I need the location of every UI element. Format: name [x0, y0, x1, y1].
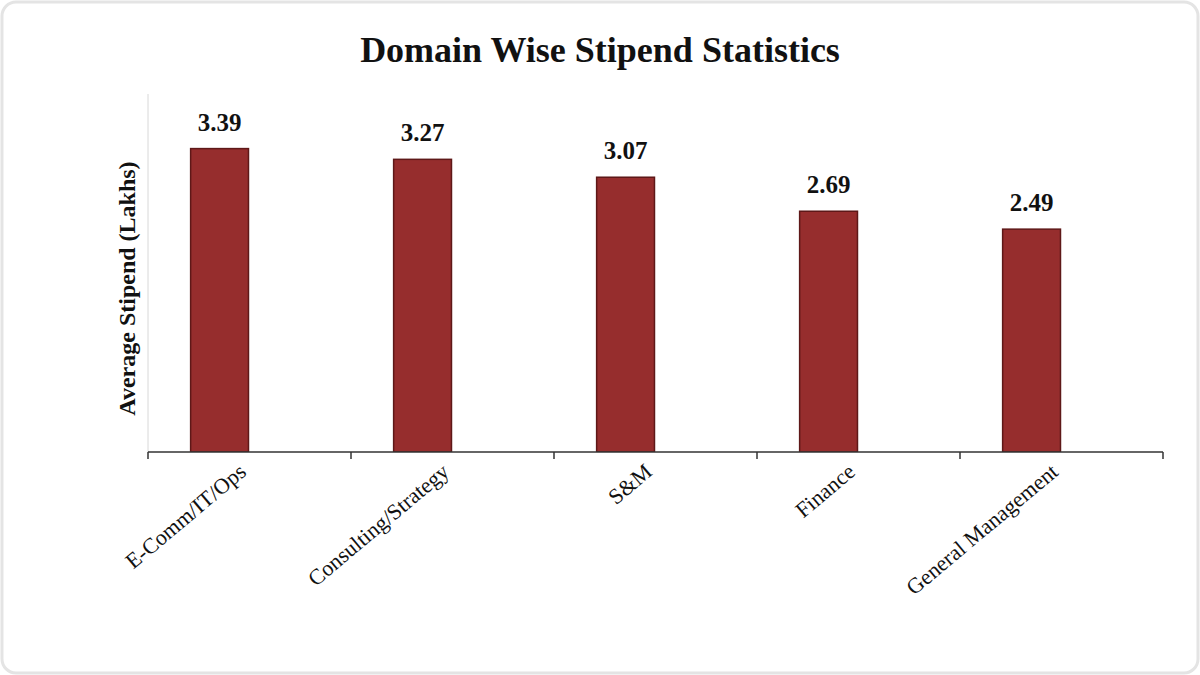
data-label: 3.27: [401, 119, 445, 146]
chart: Domain Wise Stipend Statistics Average St…: [0, 0, 1200, 675]
category-label: General Management: [901, 459, 1063, 600]
bars: [191, 149, 1061, 452]
y-axis-line: [148, 94, 149, 452]
category-separator: [350, 452, 352, 459]
data-label: 2.69: [807, 171, 851, 198]
category-separator: [756, 452, 758, 459]
bar: [1003, 229, 1061, 452]
category-separator: [1162, 452, 1164, 459]
data-label: 3.07: [604, 137, 648, 164]
category-separator: [959, 452, 961, 459]
y-axis-label: Average Stipend (Lakhs): [114, 161, 140, 415]
bar: [597, 177, 655, 452]
category-separator: [147, 452, 149, 459]
data-label: 2.49: [1010, 189, 1054, 216]
bar: [191, 149, 249, 452]
category-label: E-Comm/IT/Ops: [120, 459, 250, 574]
bar: [394, 159, 452, 452]
data-label: 3.39: [198, 109, 242, 136]
category-separator: [553, 452, 555, 459]
title: Domain Wise Stipend Statistics: [360, 30, 840, 70]
category-label: S&M: [603, 459, 657, 510]
category-label: Finance: [790, 459, 859, 523]
bar: [800, 211, 858, 452]
frame: [2, 2, 1198, 673]
x-axis-line: [148, 451, 1163, 453]
category-label: Consulting/Strategy: [303, 459, 454, 591]
